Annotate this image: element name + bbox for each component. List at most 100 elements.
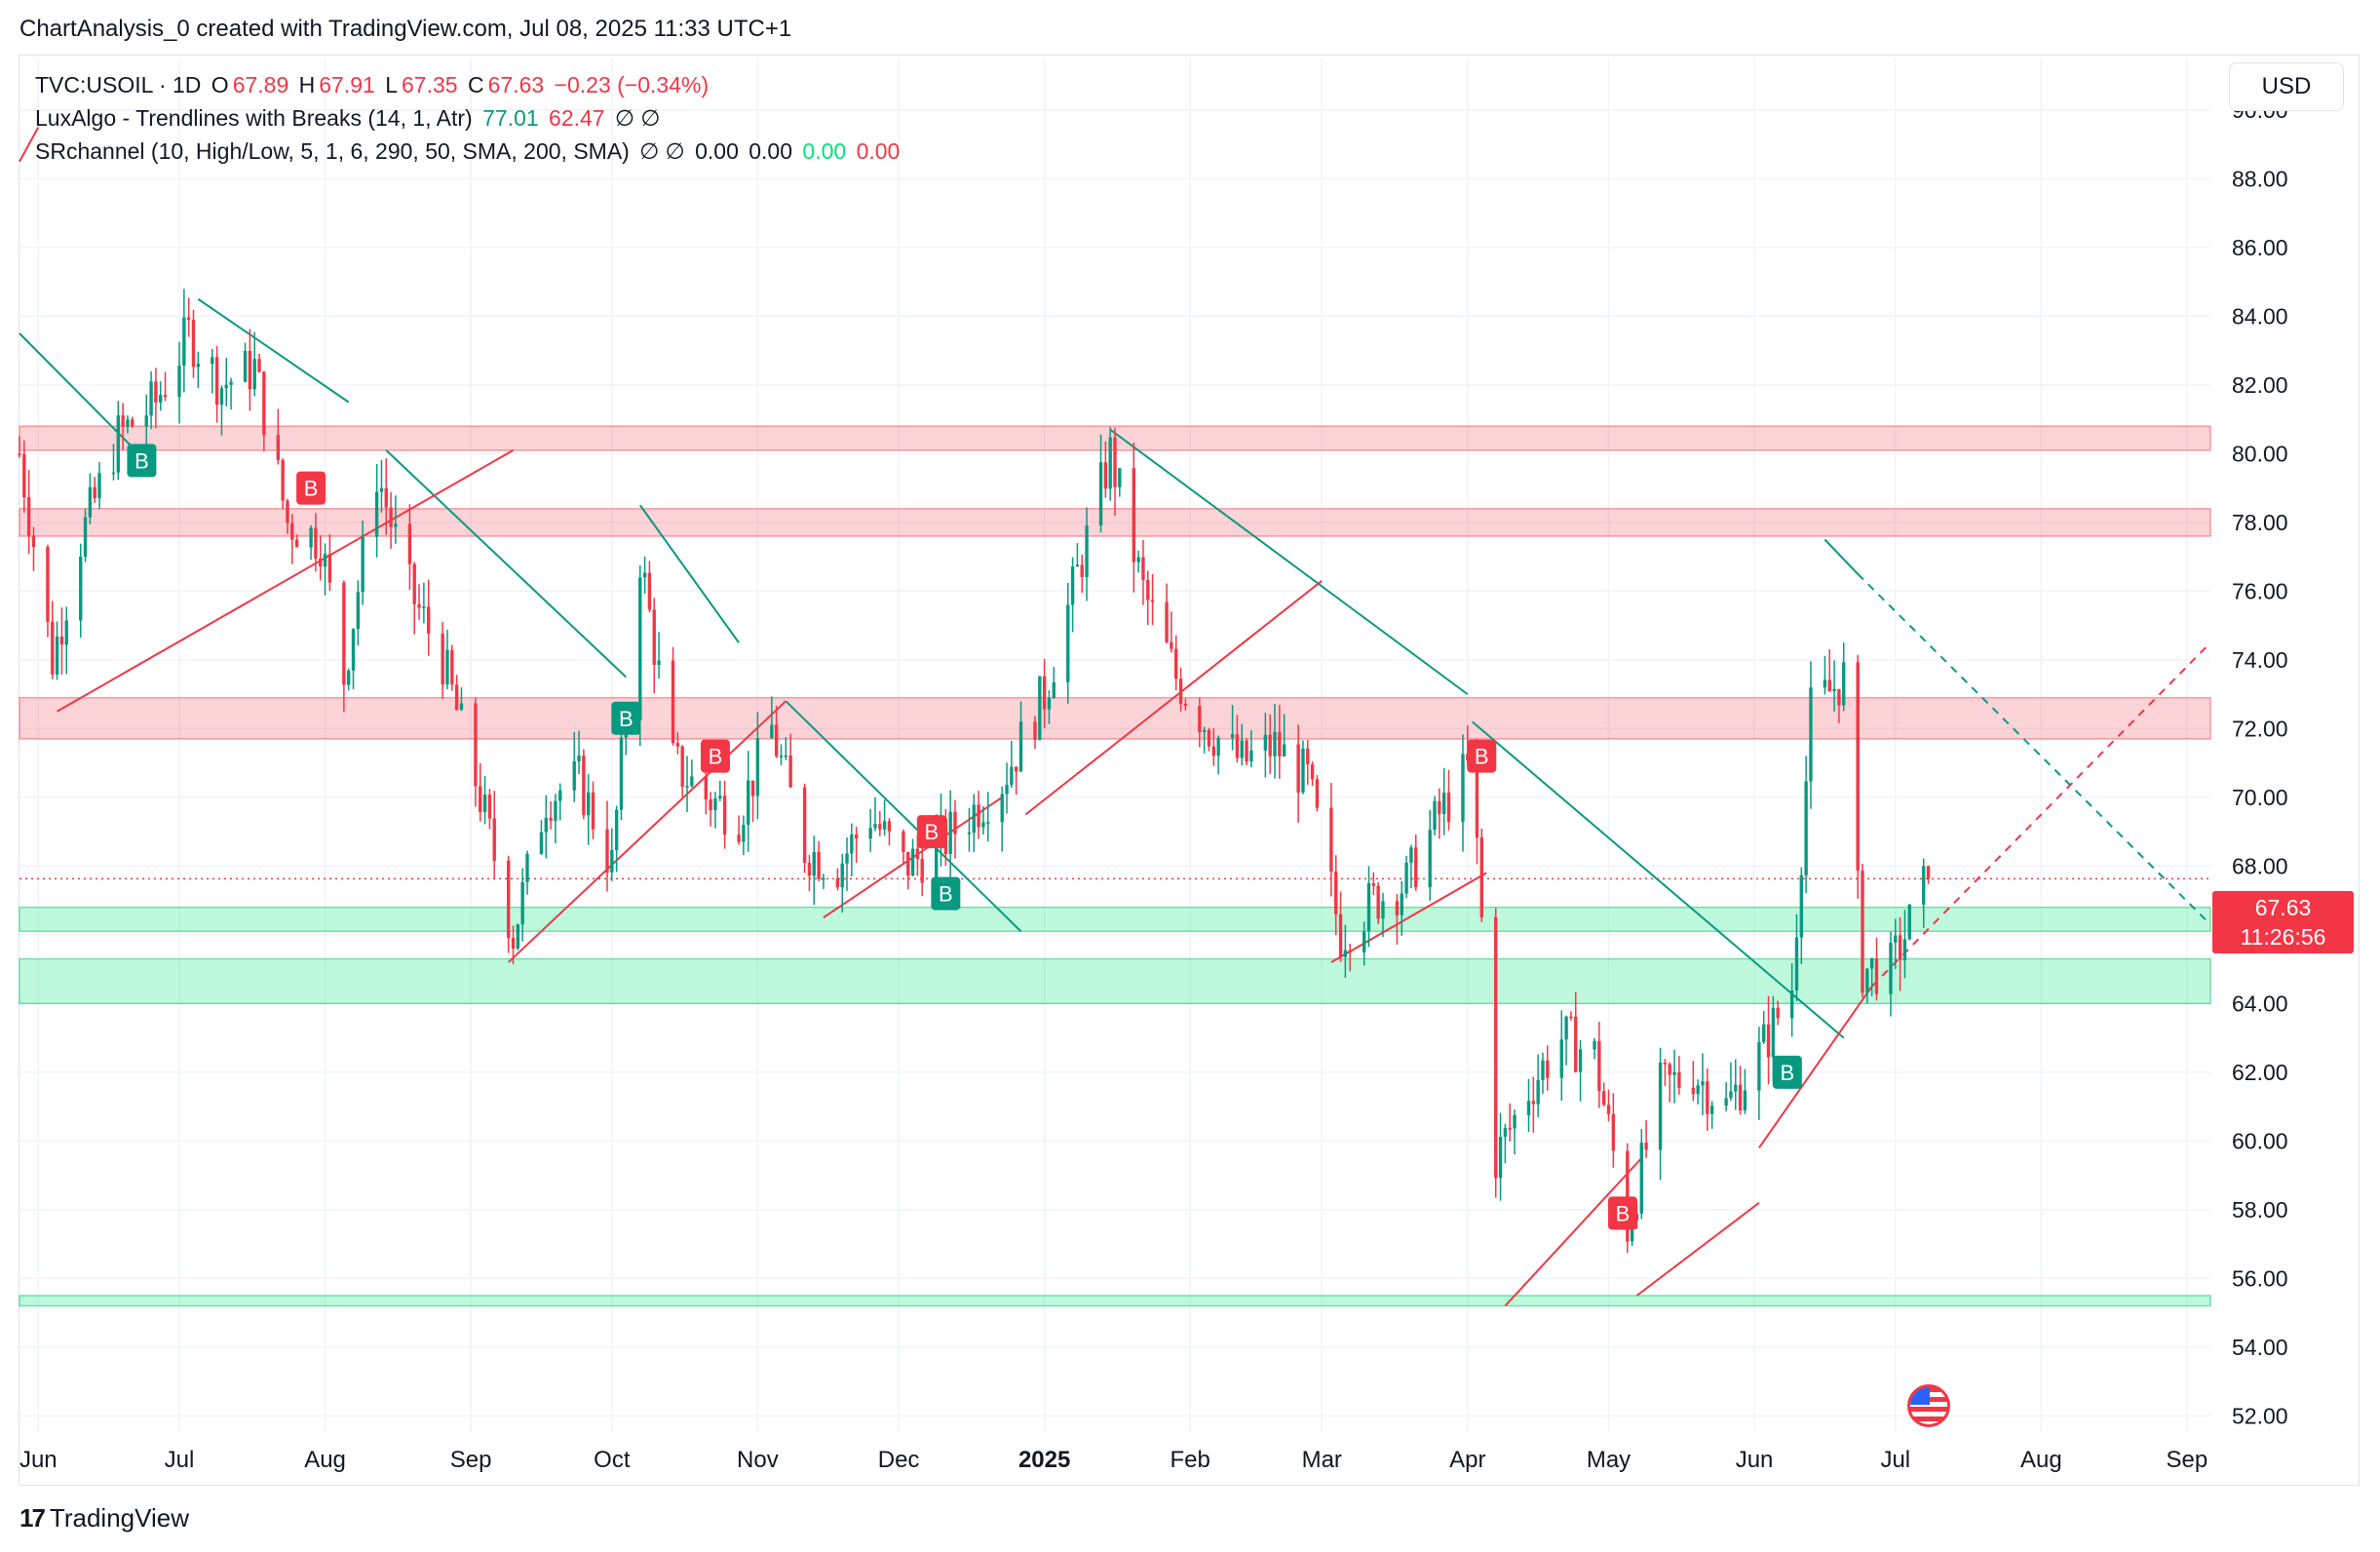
candle-body [1136,557,1140,563]
candle-body [948,811,952,854]
candle-body [407,524,412,564]
candle-body [1315,779,1320,808]
candle-body [1132,468,1135,563]
candle-body [1503,1128,1508,1138]
currency-button[interactable]: USD [2229,62,2344,111]
candle-body [379,487,384,492]
change-value: −0.23 (−0.34%) [554,72,710,97]
candle-body [1794,937,1799,990]
candle-body [1235,734,1240,758]
candle-body [309,527,313,548]
price-tick-label: 60.00 [2232,1128,2288,1153]
candle-body [1593,1040,1596,1050]
candle-body [1216,737,1220,757]
support-zone [19,906,2211,933]
candle-body [967,833,972,834]
legend-indicator-srchannel[interactable]: SRchannel (10, High/Low, 5, 1, 6, 290, 5… [35,135,903,168]
candle-body [525,853,529,882]
current-price-value: 67.63 [2254,895,2312,920]
candle-body [31,535,36,548]
break-label-box [916,815,946,849]
legend-symbol-row[interactable]: TVC:USOIL · 1D O 67.89 H 67.91 L 67.35 C 67.… [35,68,903,101]
candle-body [1211,746,1215,757]
candle-body [51,621,55,675]
break-label-bull: B [1772,1055,1802,1089]
candle-body [713,797,717,811]
candle-body [1282,744,1286,757]
time-tick-label: Nov [737,1447,779,1473]
candle-body [1310,764,1315,780]
candle-body [1066,604,1070,682]
up-trendline [19,127,40,163]
break-label-text: B [619,707,633,731]
candle-body [802,787,807,864]
candle-body [248,350,252,390]
break-label-box [296,471,326,505]
close-label: C [467,72,484,97]
candle-body [1362,931,1366,952]
break-label-bear: B [1607,1196,1637,1230]
resistance-zone [19,696,2211,740]
candle-body [577,756,581,761]
candle-body [1823,679,1827,688]
price-tick-label: 76.00 [2232,578,2288,603]
candle-body [915,848,920,859]
tradingview-logo[interactable]: 17 TradingView [19,1503,189,1533]
candle-body [722,795,727,835]
candle-body [845,853,849,864]
candle-body [1757,1041,1761,1091]
candle-body [1630,1221,1634,1242]
break-label-bear: B [700,739,730,773]
candle-body [1832,688,1836,692]
symbol-name[interactable]: TVC:USOIL · 1D [35,72,202,97]
indicator-name-luxalgo[interactable]: LuxAlgo - Trendlines with Breaks (14, 1,… [35,105,473,131]
candle-body [219,388,224,406]
price-tick-label: 72.00 [2232,716,2288,741]
candle-body [450,649,454,685]
candle-body [587,792,591,816]
candle-body [1343,950,1348,957]
price-tick-label: 88.00 [2232,166,2288,191]
candle-body [1766,1024,1771,1058]
candle-body [186,317,191,321]
candle-body [737,834,741,842]
candle-body [1889,943,1893,994]
candle-body [1052,681,1056,698]
us-flag-icon[interactable] [1907,1384,1950,1427]
legend-indicator-luxalgo[interactable]: LuxAlgo - Trendlines with Breaks (14, 1,… [35,101,903,135]
luxalgo-lower-value: 62.47 [549,105,605,131]
break-label-text: B [1780,1061,1794,1085]
time-tick-label: May [1587,1447,1631,1473]
candle-body [1400,893,1403,916]
break-label-text: B [1616,1201,1631,1225]
break-label-box [127,444,157,478]
candle-body [252,359,256,390]
candle-body [1869,958,1874,969]
candle-body [788,755,792,788]
candle-body [1371,883,1376,886]
candle-body [784,755,788,757]
time-tick-label: Sep [2167,1447,2208,1473]
candle-body [479,786,482,812]
candle-body [487,795,492,819]
indicator-name-srchannel[interactable]: SRchannel (10, High/Low, 5, 1, 6, 290, 5… [35,138,630,164]
candle-body [1395,901,1400,916]
candle-body [544,817,548,833]
candle-body [1033,721,1037,740]
candle-body [902,831,905,852]
candle-body [817,851,821,879]
time-tick-label: Apr [1449,1447,1485,1473]
up-trendline [1504,1157,1643,1307]
candle-body [1461,754,1465,823]
low-label: L [385,72,399,97]
candle-body [1706,1081,1709,1114]
candle-body [1428,830,1432,888]
candle-body [121,415,125,427]
srchannel-value-1: 0.00 [695,138,739,164]
price-tick-label: 84.00 [2232,303,2288,329]
candle-body [1348,950,1352,952]
grid-lines [19,58,2210,1433]
candle-body [482,795,487,812]
candle-body [116,415,120,473]
